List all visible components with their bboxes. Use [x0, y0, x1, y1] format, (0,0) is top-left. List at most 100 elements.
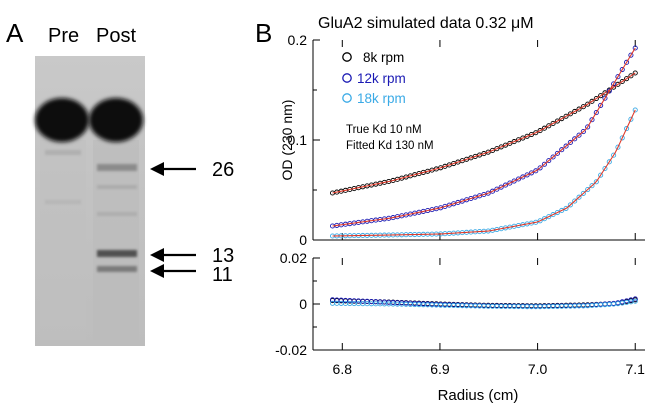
legend-marker — [342, 93, 352, 103]
x-axis-label: Radius (cm) — [438, 387, 519, 404]
data-point — [464, 197, 470, 203]
data-point — [546, 214, 552, 220]
data-point — [477, 152, 483, 158]
data-point — [515, 137, 522, 143]
y-tick-label: 0.1 — [288, 132, 308, 148]
bottom-series — [329, 296, 638, 310]
data-point — [511, 139, 517, 145]
data-point — [468, 195, 474, 202]
y-tick-label: 0 — [299, 232, 307, 248]
y-tick-label: 0.02 — [280, 250, 307, 266]
data-point — [567, 202, 573, 208]
data-point — [494, 186, 500, 192]
data-point — [459, 198, 465, 204]
data-point — [567, 139, 573, 146]
data-point — [546, 123, 552, 129]
band-arrow-11 — [150, 264, 196, 278]
legend-label: 12k rpm — [357, 71, 406, 86]
band-arrow-13 — [150, 248, 196, 262]
data-point — [632, 107, 638, 113]
legend-item: 8k rpm — [342, 50, 404, 65]
data-point — [451, 201, 457, 207]
data-point — [502, 182, 509, 188]
data-point — [455, 159, 461, 165]
data-point — [580, 129, 586, 135]
note-fitted-kd: Fitted Kd 130 nM — [346, 140, 434, 152]
data-point — [559, 116, 565, 122]
data-point — [580, 104, 586, 110]
gel-lane-post — [93, 140, 139, 340]
data-point — [559, 147, 565, 153]
lane-label-pre: Pre — [48, 25, 79, 47]
panel-a-label: A — [6, 18, 24, 48]
data-point — [572, 108, 578, 115]
panel-a: A Pre Post 26 — [6, 18, 234, 346]
data-point — [632, 45, 638, 51]
data-point — [576, 106, 582, 112]
data-point — [580, 190, 586, 196]
legend-label: 18k rpm — [357, 91, 406, 106]
series-2 — [329, 298, 638, 310]
chart-title: GluA2 simulated data 0.32 μM — [318, 15, 534, 32]
data-point — [624, 126, 630, 132]
data-point — [485, 149, 491, 155]
data-point — [528, 170, 535, 176]
data-point — [589, 117, 595, 123]
data-point — [498, 144, 504, 150]
data-point — [576, 194, 582, 200]
data-point — [611, 152, 617, 158]
data-point — [472, 153, 478, 159]
data-point — [572, 198, 578, 204]
data-point — [598, 172, 604, 178]
data-point — [464, 156, 470, 162]
data-point — [550, 154, 556, 160]
gel-band-pre-major — [35, 98, 89, 142]
data-point — [520, 135, 526, 141]
data-point — [632, 298, 638, 304]
data-point — [602, 90, 608, 96]
data-point — [589, 183, 595, 189]
x-tick-label: 6.9 — [430, 361, 450, 377]
data-point — [563, 113, 569, 119]
data-point — [632, 296, 638, 302]
data-point — [438, 165, 444, 171]
gel-band-pre-faint — [45, 150, 81, 155]
data-point — [550, 212, 556, 218]
gel-band-post-major — [89, 98, 143, 142]
data-point — [481, 151, 487, 157]
legend-item: 12k rpm — [342, 71, 406, 86]
fit-line — [332, 47, 636, 227]
data-point — [572, 136, 578, 142]
x-tick-label: 7.0 — [528, 361, 548, 377]
data-point — [619, 135, 625, 141]
data-point — [442, 203, 448, 210]
band-marker-13: 13 — [212, 245, 234, 267]
data-point — [455, 199, 461, 206]
data-point — [589, 98, 595, 104]
top-y-ticks: 0 0.1 0.2 — [288, 32, 320, 248]
data-point — [520, 174, 526, 180]
data-point — [489, 188, 496, 194]
data-point — [446, 202, 452, 208]
data-point — [546, 158, 552, 164]
data-point — [632, 70, 638, 76]
data-point — [507, 140, 513, 146]
data-point — [533, 130, 539, 136]
data-point — [537, 128, 543, 134]
data-point — [451, 160, 457, 167]
data-point — [585, 124, 591, 130]
data-point — [442, 163, 448, 169]
data-point — [598, 102, 604, 108]
series-1 — [329, 296, 638, 309]
y-tick-label: -0.02 — [275, 342, 307, 358]
data-point — [628, 73, 634, 79]
gel-band-post-11 — [97, 266, 137, 272]
data-point — [593, 95, 599, 102]
data-point — [524, 133, 530, 139]
gel-lane-pre — [40, 140, 86, 340]
fit-line — [332, 109, 636, 237]
gel-band-post-faint — [97, 185, 137, 189]
top-series — [329, 45, 638, 239]
data-point — [554, 118, 560, 124]
